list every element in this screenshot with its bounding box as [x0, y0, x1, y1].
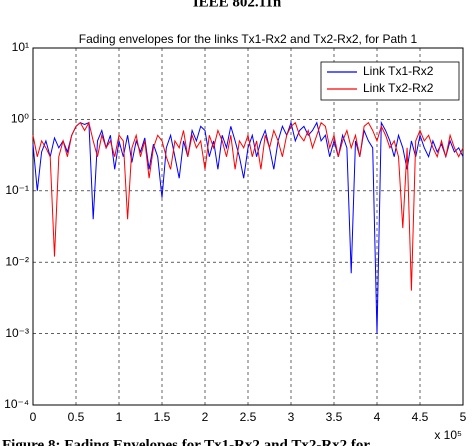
y-tick-label: 10⁻¹ [5, 183, 29, 197]
x-tick-label: 3 [288, 410, 295, 424]
x-tick-label: 4 [374, 410, 381, 424]
plot-frame [32, 47, 464, 406]
x-exponent: x 10⁵ [434, 428, 462, 442]
x-tick-label: 0 [30, 410, 37, 424]
y-tick-label: 10⁰ [11, 112, 29, 126]
y-tick-label: 10¹ [12, 40, 29, 54]
caption: Figure 8: Fading Envelopes for Tx1-Rx2 a… [2, 437, 370, 446]
header-text: IEEE 802.11n [193, 0, 282, 10]
x-tick-label: 4.5 [412, 410, 429, 424]
legend-box [320, 61, 460, 101]
y-tick-label: 10⁻² [5, 254, 29, 268]
x-tick-label: 3.5 [326, 410, 343, 424]
plot-area [33, 48, 463, 405]
legend-label: Link Tx2-Rx2 [363, 81, 434, 95]
x-tick-label: 2 [202, 410, 209, 424]
x-tick-label: 5 [460, 410, 467, 424]
chart-title: Fading envelopes for the links Tx1-Rx2 a… [79, 32, 418, 46]
x-tick-label: 0.5 [68, 410, 85, 424]
series-line [32, 121, 464, 291]
y-tick-label: 10⁻³ [5, 326, 29, 340]
x-tick-label: 1.5 [154, 410, 171, 424]
x-tick-label: 1 [116, 410, 123, 424]
x-tick-label: 2.5 [240, 410, 257, 424]
y-tick-label: 10⁻⁴ [4, 397, 29, 411]
legend-label: Link Tx1-Rx2 [363, 64, 434, 78]
